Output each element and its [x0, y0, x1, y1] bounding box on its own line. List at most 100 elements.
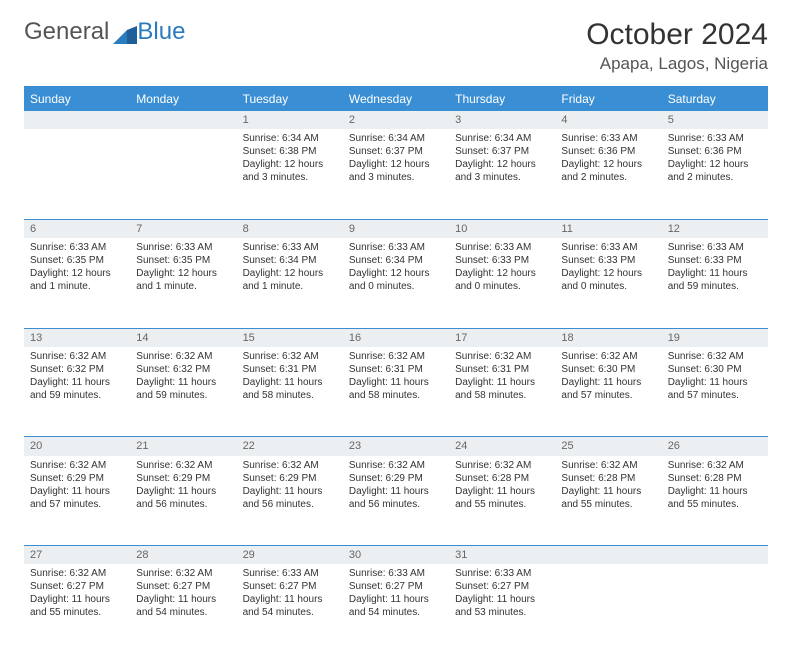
daylight-text: Daylight: 12 hours and 2 minutes.	[668, 158, 762, 184]
sunset-text: Sunset: 6:33 PM	[668, 254, 762, 267]
day-body-cell: Sunrise: 6:32 AMSunset: 6:29 PMDaylight:…	[343, 456, 449, 546]
day-number-cell: 1	[237, 111, 343, 130]
day-details: Sunrise: 6:33 AMSunset: 6:35 PMDaylight:…	[130, 238, 236, 299]
sunset-text: Sunset: 6:34 PM	[243, 254, 337, 267]
day-body-cell: Sunrise: 6:34 AMSunset: 6:38 PMDaylight:…	[237, 129, 343, 219]
title-block: October 2024 Apapa, Lagos, Nigeria	[586, 18, 768, 74]
day-number-cell	[662, 546, 768, 565]
sunset-text: Sunset: 6:27 PM	[349, 580, 443, 593]
week-daynum-row: 13141516171819	[24, 328, 768, 347]
sunset-text: Sunset: 6:38 PM	[243, 145, 337, 158]
day-number: 2	[343, 111, 449, 129]
day-number: 17	[449, 329, 555, 347]
sunset-text: Sunset: 6:29 PM	[136, 472, 230, 485]
day-body-cell: Sunrise: 6:32 AMSunset: 6:31 PMDaylight:…	[343, 347, 449, 437]
day-details: Sunrise: 6:34 AMSunset: 6:38 PMDaylight:…	[237, 129, 343, 190]
day-number: 24	[449, 437, 555, 455]
sunset-text: Sunset: 6:27 PM	[455, 580, 549, 593]
day-body-cell: Sunrise: 6:32 AMSunset: 6:27 PMDaylight:…	[24, 564, 130, 654]
day-number-cell: 28	[130, 546, 236, 565]
day-number-cell: 15	[237, 328, 343, 347]
day-body-cell: Sunrise: 6:33 AMSunset: 6:27 PMDaylight:…	[449, 564, 555, 654]
day-body-cell	[24, 129, 130, 219]
daylight-text: Daylight: 11 hours and 57 minutes.	[30, 485, 124, 511]
day-number: 7	[130, 220, 236, 238]
daylight-text: Daylight: 11 hours and 59 minutes.	[668, 267, 762, 293]
sunrise-text: Sunrise: 6:32 AM	[136, 350, 230, 363]
day-number-cell: 18	[555, 328, 661, 347]
sunrise-text: Sunrise: 6:33 AM	[243, 567, 337, 580]
week-daynum-row: 2728293031	[24, 546, 768, 565]
day-number: 9	[343, 220, 449, 238]
day-number-cell: 13	[24, 328, 130, 347]
daylight-text: Daylight: 11 hours and 56 minutes.	[349, 485, 443, 511]
week-daynum-row: 12345	[24, 111, 768, 130]
daylight-text: Daylight: 11 hours and 55 minutes.	[455, 485, 549, 511]
day-number: 23	[343, 437, 449, 455]
week-body-row: Sunrise: 6:34 AMSunset: 6:38 PMDaylight:…	[24, 129, 768, 219]
day-details: Sunrise: 6:32 AMSunset: 6:28 PMDaylight:…	[555, 456, 661, 517]
sunrise-text: Sunrise: 6:32 AM	[243, 459, 337, 472]
location: Apapa, Lagos, Nigeria	[586, 54, 768, 74]
day-body-cell: Sunrise: 6:32 AMSunset: 6:31 PMDaylight:…	[449, 347, 555, 437]
day-number: 6	[24, 220, 130, 238]
day-body-cell: Sunrise: 6:32 AMSunset: 6:32 PMDaylight:…	[130, 347, 236, 437]
sunrise-text: Sunrise: 6:33 AM	[561, 132, 655, 145]
sunrise-text: Sunrise: 6:33 AM	[561, 241, 655, 254]
sunrise-text: Sunrise: 6:33 AM	[349, 567, 443, 580]
daylight-text: Daylight: 11 hours and 58 minutes.	[455, 376, 549, 402]
day-body-cell: Sunrise: 6:34 AMSunset: 6:37 PMDaylight:…	[343, 129, 449, 219]
day-details: Sunrise: 6:32 AMSunset: 6:28 PMDaylight:…	[662, 456, 768, 517]
day-number: 21	[130, 437, 236, 455]
daylight-text: Daylight: 11 hours and 55 minutes.	[561, 485, 655, 511]
weekday-header: Sunday	[24, 87, 130, 111]
week-body-row: Sunrise: 6:32 AMSunset: 6:27 PMDaylight:…	[24, 564, 768, 654]
day-body-cell: Sunrise: 6:32 AMSunset: 6:29 PMDaylight:…	[130, 456, 236, 546]
daylight-text: Daylight: 11 hours and 58 minutes.	[243, 376, 337, 402]
day-number: 12	[662, 220, 768, 238]
sunset-text: Sunset: 6:32 PM	[136, 363, 230, 376]
sunset-text: Sunset: 6:37 PM	[455, 145, 549, 158]
day-number: 26	[662, 437, 768, 455]
sunrise-text: Sunrise: 6:32 AM	[136, 567, 230, 580]
day-number: 15	[237, 329, 343, 347]
day-number: 4	[555, 111, 661, 129]
daylight-text: Daylight: 11 hours and 56 minutes.	[243, 485, 337, 511]
day-number-cell: 19	[662, 328, 768, 347]
week-body-row: Sunrise: 6:32 AMSunset: 6:32 PM Daylight:…	[24, 347, 768, 437]
day-number: 3	[449, 111, 555, 129]
day-details: Sunrise: 6:33 AMSunset: 6:35 PMDaylight:…	[24, 238, 130, 299]
day-details: Sunrise: 6:32 AMSunset: 6:32 PMDaylight:…	[130, 347, 236, 408]
day-body-cell: Sunrise: 6:32 AMSunset: 6:29 PMDaylight:…	[237, 456, 343, 546]
sunrise-text: Sunrise: 6:34 AM	[243, 132, 337, 145]
daylight-text: Daylight: 12 hours and 0 minutes.	[561, 267, 655, 293]
daylight-text: Daylight: 12 hours and 1 minute.	[243, 267, 337, 293]
daylight-text: Daylight: 12 hours and 2 minutes.	[561, 158, 655, 184]
week-body-row: Sunrise: 6:33 AMSunset: 6:35 PMDaylight:…	[24, 238, 768, 328]
sunset-text: Sunset: 6:37 PM	[349, 145, 443, 158]
day-number-cell: 26	[662, 437, 768, 456]
day-details: Sunrise: 6:32 AMSunset: 6:31 PMDaylight:…	[237, 347, 343, 408]
day-number: 22	[237, 437, 343, 455]
day-body-cell: Sunrise: 6:32 AMSunset: 6:28 PMDaylight:…	[662, 456, 768, 546]
sunrise-text: Sunrise: 6:33 AM	[668, 241, 762, 254]
day-number: 30	[343, 546, 449, 564]
sunrise-text: Sunrise: 6:34 AM	[455, 132, 549, 145]
daylight-text: Daylight: 11 hours and 57 minutes.	[668, 376, 762, 402]
day-details: Sunrise: 6:32 AMSunset: 6:31 PMDaylight:…	[449, 347, 555, 408]
day-body-cell	[555, 564, 661, 654]
day-number-cell: 5	[662, 111, 768, 130]
day-details: Sunrise: 6:33 AMSunset: 6:27 PMDaylight:…	[449, 564, 555, 625]
daylight-text: Daylight: 11 hours and 56 minutes.	[136, 485, 230, 511]
day-number-cell: 6	[24, 219, 130, 238]
sunrise-text: Sunrise: 6:33 AM	[349, 241, 443, 254]
day-number-cell: 9	[343, 219, 449, 238]
sunset-text: Sunset: 6:28 PM	[668, 472, 762, 485]
sunset-text: Sunset: 6:31 PM	[455, 363, 549, 376]
sunrise-text: Sunrise: 6:33 AM	[668, 132, 762, 145]
day-body-cell: Sunrise: 6:32 AMSunset: 6:28 PMDaylight:…	[449, 456, 555, 546]
day-details: Sunrise: 6:34 AMSunset: 6:37 PMDaylight:…	[449, 129, 555, 190]
day-number-cell: 27	[24, 546, 130, 565]
day-number-cell: 16	[343, 328, 449, 347]
weekday-header-row: SundayMondayTuesdayWednesdayThursdayFrid…	[24, 87, 768, 111]
